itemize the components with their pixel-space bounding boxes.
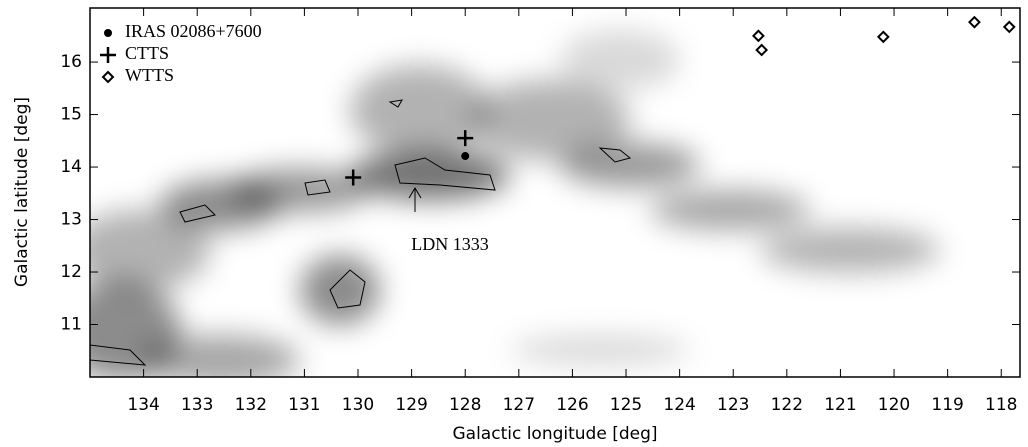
x-tick-label: 120 — [878, 395, 910, 415]
x-tick-label: 118 — [985, 395, 1017, 415]
marker-circle — [104, 29, 112, 37]
x-tick-label: 123 — [717, 395, 749, 415]
legend-label: IRAS 02086+7600 — [125, 21, 262, 41]
x-tick-label: 130 — [342, 395, 374, 415]
x-axis-label: Galactic longitude [deg] — [452, 424, 657, 444]
x-tick-label: 124 — [663, 395, 695, 415]
x-tick-label: 125 — [610, 395, 642, 415]
marker-diamond — [878, 32, 888, 42]
x-tick-label: 119 — [931, 395, 963, 415]
chart: Galactic longitude [deg] Galactic latitu… — [0, 0, 1028, 447]
x-tick-label: 121 — [824, 395, 856, 415]
marker-diamond — [1004, 22, 1014, 32]
x-tick-label: 122 — [771, 395, 803, 415]
legend-label: WTTS — [125, 65, 174, 85]
x-tick-label: 132 — [235, 395, 267, 415]
marker-diamond — [969, 17, 979, 27]
y-tick-label: 16 — [60, 52, 82, 72]
x-tick-label: 129 — [395, 395, 427, 415]
x-tick-label: 131 — [288, 395, 320, 415]
marker-diamond — [753, 31, 763, 41]
y-tick-label: 11 — [60, 315, 82, 335]
dust-map — [60, 30, 940, 385]
x-tick-label: 127 — [503, 395, 535, 415]
marker-plus — [100, 47, 116, 63]
x-tick-label: 128 — [449, 395, 481, 415]
x-tick-label: 126 — [556, 395, 588, 415]
marker-circle — [461, 152, 469, 160]
y-tick-label: 12 — [60, 262, 82, 282]
legend-label: CTTS — [125, 43, 169, 63]
marker-diamond — [103, 72, 113, 82]
annotation: LDN 1333 — [411, 234, 489, 254]
y-tick-label: 15 — [60, 105, 82, 125]
y-axis-label: Galactic latitude [deg] — [12, 97, 32, 287]
marker-diamond — [757, 45, 767, 55]
y-tick-label: 13 — [60, 210, 82, 230]
y-tick-label: 14 — [60, 157, 82, 177]
x-tick-label: 133 — [181, 395, 213, 415]
x-tick-label: 134 — [127, 395, 159, 415]
